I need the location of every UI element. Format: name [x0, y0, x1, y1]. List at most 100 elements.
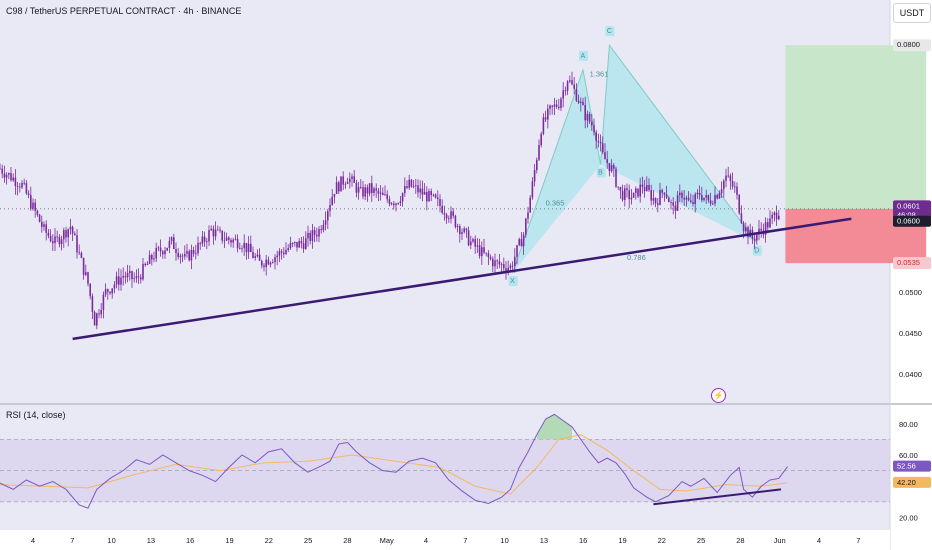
candle-body: [313, 230, 316, 235]
candle-body: [681, 192, 683, 198]
candle-body: [69, 226, 72, 230]
candle-body: [606, 159, 608, 163]
candle-body: [113, 284, 116, 289]
candle-body: [571, 80, 573, 85]
candle-body: [489, 257, 492, 259]
candle-body: [177, 253, 179, 258]
candle-body: [509, 265, 512, 268]
candle-body: [518, 239, 520, 246]
candle-body: [723, 180, 725, 190]
candle-body: [628, 189, 630, 200]
candle-body: [91, 296, 94, 312]
candle-body: [269, 262, 272, 265]
candle-body: [329, 204, 331, 211]
candle-body: [437, 197, 439, 200]
candle-body: [703, 197, 705, 201]
price-tick-label: 0.0450: [899, 329, 922, 338]
candle-body: [445, 214, 448, 219]
currency-selector[interactable]: USDT: [893, 3, 931, 23]
candle-body: [692, 202, 694, 205]
candle-body: [415, 185, 417, 187]
ratio-label: 0.365: [546, 199, 565, 208]
candle-body: [487, 253, 490, 258]
candle-body: [173, 237, 175, 250]
candle-body: [734, 186, 736, 188]
time-tick-label: 22: [658, 536, 666, 545]
candle-body: [146, 263, 149, 265]
candle-body: [340, 176, 342, 192]
candle-body: [551, 105, 553, 107]
candle-body: [322, 224, 325, 231]
candle-body: [243, 242, 245, 249]
candle-body: [384, 194, 386, 196]
candle-body: [575, 88, 578, 101]
candle-body: [769, 218, 771, 228]
candle-body: [221, 230, 223, 241]
candle-body: [12, 177, 14, 181]
pattern-point-bg: [752, 245, 762, 256]
candle-body: [309, 232, 311, 241]
candle-body: [410, 179, 413, 187]
candle-body: [320, 229, 322, 231]
candle-body: [54, 236, 56, 244]
pattern-point-label: X: [510, 278, 515, 285]
candle-body: [419, 188, 421, 193]
candle-body: [45, 224, 47, 233]
candle-body: [21, 182, 23, 188]
candle-body: [434, 194, 437, 198]
candle-body: [476, 245, 479, 247]
time-tick-label: May: [380, 536, 394, 545]
candle-body: [549, 105, 551, 109]
candle-body: [593, 125, 595, 133]
pattern-point-bg: [605, 26, 615, 37]
candle-body: [120, 277, 122, 285]
time-tick-label: 25: [697, 536, 705, 545]
candle-body: [430, 191, 432, 195]
time-tick-label: 4: [424, 536, 428, 545]
candle-body: [241, 248, 243, 249]
candle-body: [93, 311, 96, 326]
candle-body: [602, 143, 604, 153]
time-tick-label: 16: [186, 536, 194, 545]
candle-body: [371, 183, 373, 193]
harmonic-bcd: [600, 45, 757, 243]
candle-body: [67, 229, 69, 238]
candle-body: [298, 241, 300, 248]
candle-body: [360, 187, 362, 188]
candle-body: [525, 218, 527, 235]
candle-body: [300, 241, 303, 244]
candle-body: [353, 176, 355, 183]
candle-body: [707, 195, 710, 201]
candle-body: [470, 241, 472, 246]
rsi-ma-value-label: 42.20: [897, 478, 916, 487]
candle-body: [626, 188, 628, 190]
candle-body: [624, 188, 626, 200]
candle-body: [302, 243, 305, 249]
candle-body: [63, 230, 65, 240]
candle-body: [496, 260, 498, 262]
candle-body: [142, 263, 144, 280]
rsi-divergence-line: [653, 488, 782, 506]
candle-body: [118, 276, 120, 285]
candle-body: [0, 168, 1, 170]
candle-body: [307, 232, 309, 239]
rsi-tick-label: 60.00: [899, 451, 918, 460]
candle-body: [661, 189, 663, 193]
candle-body: [278, 251, 281, 256]
candle-body: [727, 175, 729, 177]
candle-body: [344, 183, 347, 185]
candle-body: [665, 194, 668, 198]
lightning-icon[interactable]: ⚡: [711, 388, 726, 403]
candle-body: [96, 313, 98, 326]
candle-body: [720, 189, 723, 194]
candle-body: [14, 177, 17, 187]
candle-body: [547, 108, 549, 120]
candle-body: [186, 251, 188, 254]
candle-body: [584, 105, 586, 121]
candle-body: [250, 243, 252, 252]
candle-body: [514, 256, 516, 267]
candle-body: [397, 203, 399, 204]
time-tick-label: 7: [856, 536, 860, 545]
chart-title: C98 / TetherUS PERPETUAL CONTRACT · 4h ·…: [6, 6, 242, 16]
